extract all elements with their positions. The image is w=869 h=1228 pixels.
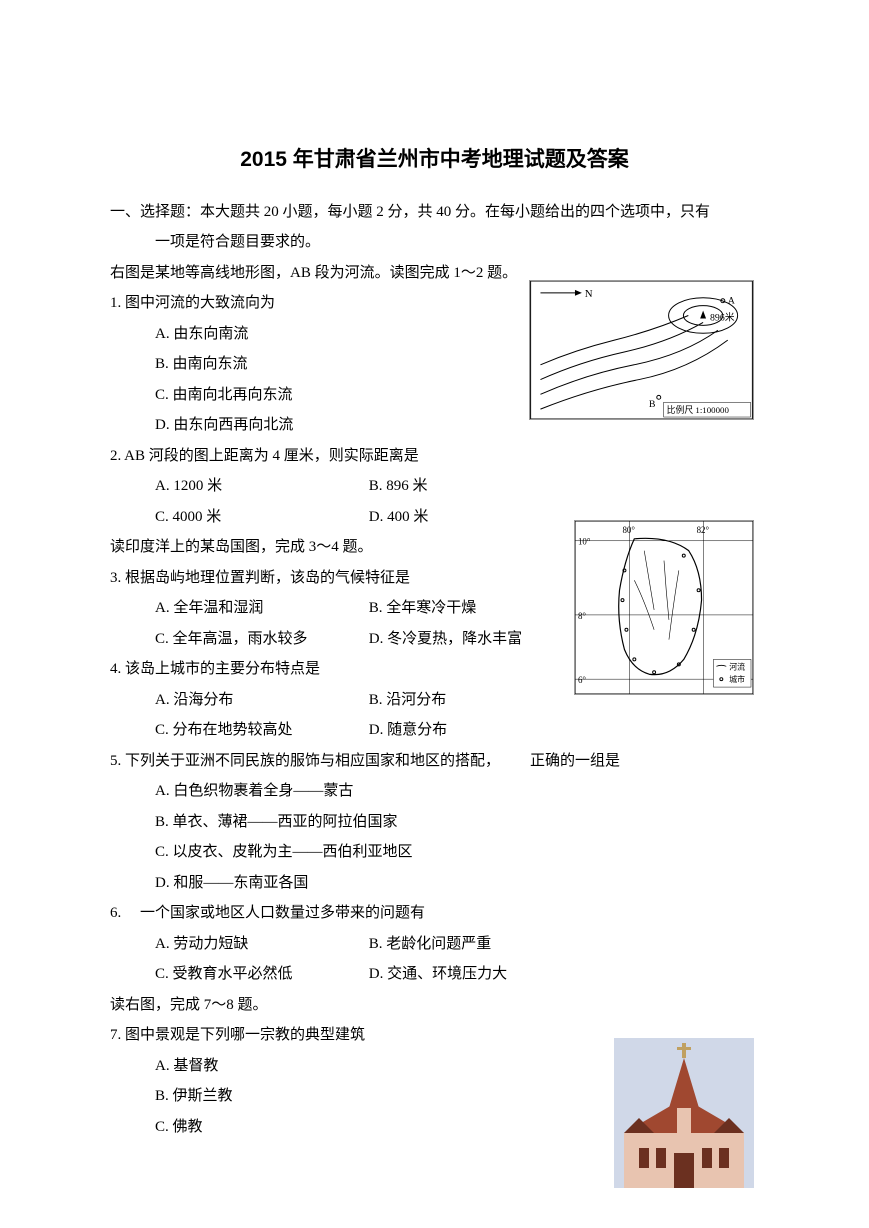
q3-opt-c: C. 全年高温，雨水较多 <box>155 625 365 654</box>
q5-opt-d: D. 和服——东南亚各国 <box>110 869 759 898</box>
section-intro-line1: 一、选择题：本大题共 20 小题，每小题 2 分，共 40 分。在每小题给出的四… <box>110 198 759 227</box>
q2-opt-d: D. 400 米 <box>369 503 579 532</box>
q6-opt-b: B. 老龄化问题严重 <box>369 930 579 959</box>
q2-row1: A. 1200 米 B. 896 米 <box>110 472 759 501</box>
q5-stem: 5. 下列关于亚洲不同民族的服饰与相应国家和地区的搭配， 正确的一组是 <box>110 747 759 776</box>
q5-opt-a: A. 白色织物裹着全身——蒙古 <box>110 777 759 806</box>
church-tower <box>677 1108 691 1133</box>
q2-opt-c: C. 4000 米 <box>155 503 365 532</box>
svg-text:A: A <box>728 296 736 307</box>
q4-opt-b: B. 沿河分布 <box>369 686 579 715</box>
scale-label: 比例尺 1:100000 <box>667 404 730 415</box>
lat3: 6° <box>578 675 586 685</box>
q4-row2: C. 分布在地势较高处 D. 随意分布 <box>110 716 759 745</box>
legend-river: 河流 <box>729 661 745 671</box>
legend-city: 城市 <box>729 674 745 684</box>
q6-row2: C. 受教育水平必然低 D. 交通、环境压力大 <box>110 960 759 989</box>
topographic-map-figure: N 896米 A B 比例尺 1:100000 <box>529 280 754 420</box>
north-label: N <box>585 288 593 300</box>
q5-stem-part2: 正确的一组是 <box>530 753 620 769</box>
q2-opt-a: A. 1200 米 <box>155 472 365 501</box>
church-window1 <box>639 1148 649 1168</box>
church-door <box>674 1153 694 1188</box>
church-photo-figure <box>614 1038 754 1188</box>
q3-opt-a: A. 全年温和湿润 <box>155 594 365 623</box>
topo-svg: N 896米 A B 比例尺 1:100000 <box>530 281 753 419</box>
island-map-figure: 80° 82° 10° 8° 6° 河流 城市 <box>574 520 754 695</box>
q3-opt-d: D. 冬冷夏热，降水丰富 <box>369 625 579 654</box>
q3-opt-b: B. 全年寒冷干燥 <box>369 594 579 623</box>
q5-opt-b: B. 单衣、薄裙——西亚的阿拉伯国家 <box>110 808 759 837</box>
church-window2 <box>719 1148 729 1168</box>
context-3: 读右图，完成 7～8 题。 <box>110 991 759 1020</box>
lon1: 80° <box>622 525 635 535</box>
church-cross-v <box>682 1043 686 1058</box>
q5-stem-part1: 5. 下列关于亚洲不同民族的服饰与相应国家和地区的搭配， <box>110 753 500 769</box>
q4-opt-d: D. 随意分布 <box>369 716 579 745</box>
q6-opt-c: C. 受教育水平必然低 <box>155 960 365 989</box>
svg-text:B: B <box>649 399 656 410</box>
church-cross-h <box>677 1047 691 1050</box>
q6-stem: 6. 一个国家或地区人口数量过多带来的问题有 <box>110 899 759 928</box>
church-svg <box>614 1038 754 1188</box>
church-window4 <box>702 1148 712 1168</box>
q6-row1: A. 劳动力短缺 B. 老龄化问题严重 <box>110 930 759 959</box>
q4-opt-c: C. 分布在地势较高处 <box>155 716 365 745</box>
q5-opt-c: C. 以皮衣、皮靴为主——西伯利亚地区 <box>110 838 759 867</box>
page-title: 2015 年甘肃省兰州市中考地理试题及答案 <box>110 140 759 180</box>
q4-opt-a: A. 沿海分布 <box>155 686 365 715</box>
q6-opt-a: A. 劳动力短缺 <box>155 930 365 959</box>
section-intro-line2: 一项是符合题目要求的。 <box>110 228 759 257</box>
lon2: 82° <box>697 525 710 535</box>
island-svg: 80° 82° 10° 8° 6° 河流 城市 <box>575 521 753 694</box>
q2-stem: 2. AB 河段的图上距离为 4 厘米，则实际距离是 <box>110 442 759 471</box>
q2-opt-b: B. 896 米 <box>369 472 579 501</box>
lat2: 8° <box>578 611 586 621</box>
height-label: 896米 <box>710 310 735 323</box>
church-window3 <box>656 1148 666 1168</box>
lat1: 10° <box>578 537 591 547</box>
q6-opt-d: D. 交通、环境压力大 <box>369 960 579 989</box>
